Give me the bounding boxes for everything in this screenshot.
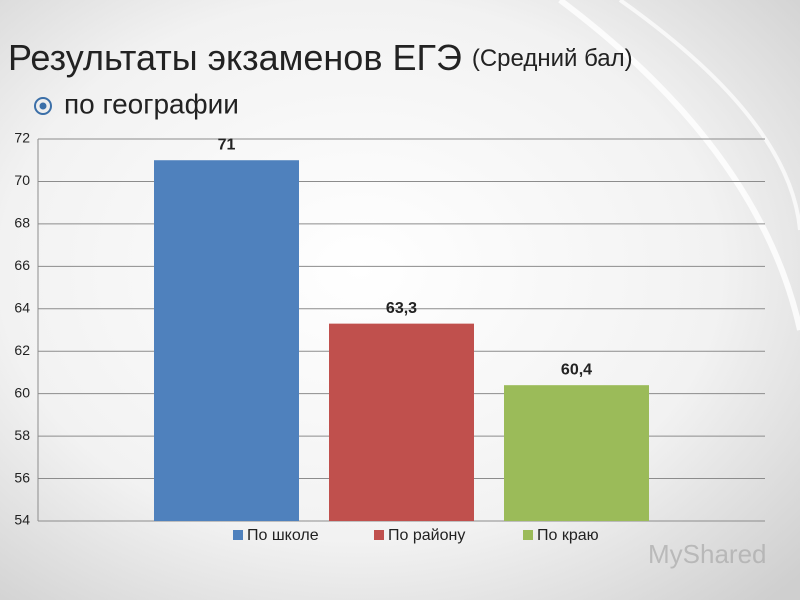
- y-tick-label: 72: [14, 130, 30, 146]
- y-tick-label: 56: [14, 469, 30, 485]
- title: Результаты экзаменов ЕГЭ (Средний бал): [8, 37, 633, 78]
- y-tick-label: 68: [14, 215, 30, 231]
- bar: [504, 385, 649, 521]
- bar: [329, 323, 474, 521]
- watermark: MyShared: [648, 539, 767, 569]
- decor-curve: [618, 0, 800, 231]
- bullet: [34, 97, 52, 115]
- y-tick-label: 64: [14, 299, 30, 315]
- y-tick-label: 54: [14, 512, 30, 528]
- y-tick-label: 58: [14, 427, 30, 443]
- bullet: [39, 102, 47, 110]
- subtitle: по географии: [64, 88, 239, 119]
- legend-label: По краю: [537, 527, 599, 544]
- title-main: Результаты экзаменов ЕГЭ: [8, 37, 462, 78]
- y-tick-label: 66: [14, 257, 30, 273]
- y-tick-label: 70: [14, 172, 30, 188]
- legend-label: По школе: [247, 527, 319, 544]
- bar: [154, 160, 299, 521]
- value-label: 60,4: [561, 361, 592, 378]
- legend-swatch: [523, 530, 533, 540]
- value-label: 71: [218, 136, 236, 153]
- legend-label: По району: [388, 527, 465, 544]
- value-label: 63,3: [386, 300, 417, 317]
- decor-curve: [558, 0, 800, 331]
- y-tick-label: 60: [14, 384, 30, 400]
- legend-swatch: [374, 530, 384, 540]
- title-note: (Средний бал): [472, 45, 633, 72]
- y-tick-label: 62: [14, 342, 30, 358]
- legend-swatch: [233, 530, 243, 540]
